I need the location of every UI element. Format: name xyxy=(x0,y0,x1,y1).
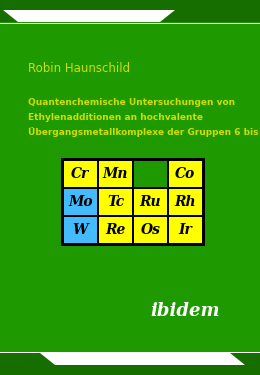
Text: Ethylenadditionen an hochvalente: Ethylenadditionen an hochvalente xyxy=(28,113,203,122)
Polygon shape xyxy=(40,353,245,365)
Bar xyxy=(99,189,132,215)
Bar xyxy=(134,189,167,215)
Text: Robin Haunschild: Robin Haunschild xyxy=(28,62,130,75)
Text: Quantenchemische Untersuchungen von: Quantenchemische Untersuchungen von xyxy=(28,98,235,107)
Bar xyxy=(64,217,97,243)
Text: Mn: Mn xyxy=(103,167,128,181)
Bar xyxy=(0,22,260,24)
Text: Mo: Mo xyxy=(68,195,93,209)
Bar xyxy=(169,189,202,215)
Bar xyxy=(0,353,260,375)
Text: Rh: Rh xyxy=(175,195,196,209)
Bar xyxy=(0,0,260,22)
Bar xyxy=(134,217,167,243)
Text: Übergangsmetallkomplexe der Gruppen 6 bis 9: Übergangsmetallkomplexe der Gruppen 6 bi… xyxy=(28,127,260,137)
Bar xyxy=(64,161,97,187)
Bar xyxy=(64,189,97,215)
Text: Ir: Ir xyxy=(179,223,192,237)
Text: Co: Co xyxy=(176,167,196,181)
Bar xyxy=(134,161,167,187)
Text: Ru: Ru xyxy=(140,195,161,209)
Text: Os: Os xyxy=(141,223,160,237)
Bar xyxy=(99,217,132,243)
Text: Cr: Cr xyxy=(72,167,90,181)
Bar xyxy=(169,161,202,187)
Polygon shape xyxy=(3,10,175,22)
Bar xyxy=(61,158,205,246)
Text: W: W xyxy=(73,223,88,237)
Text: ibidem: ibidem xyxy=(151,302,220,320)
Bar xyxy=(0,351,260,353)
Bar xyxy=(169,217,202,243)
Text: Re: Re xyxy=(105,223,126,237)
Bar xyxy=(99,161,132,187)
Text: Tc: Tc xyxy=(107,195,124,209)
